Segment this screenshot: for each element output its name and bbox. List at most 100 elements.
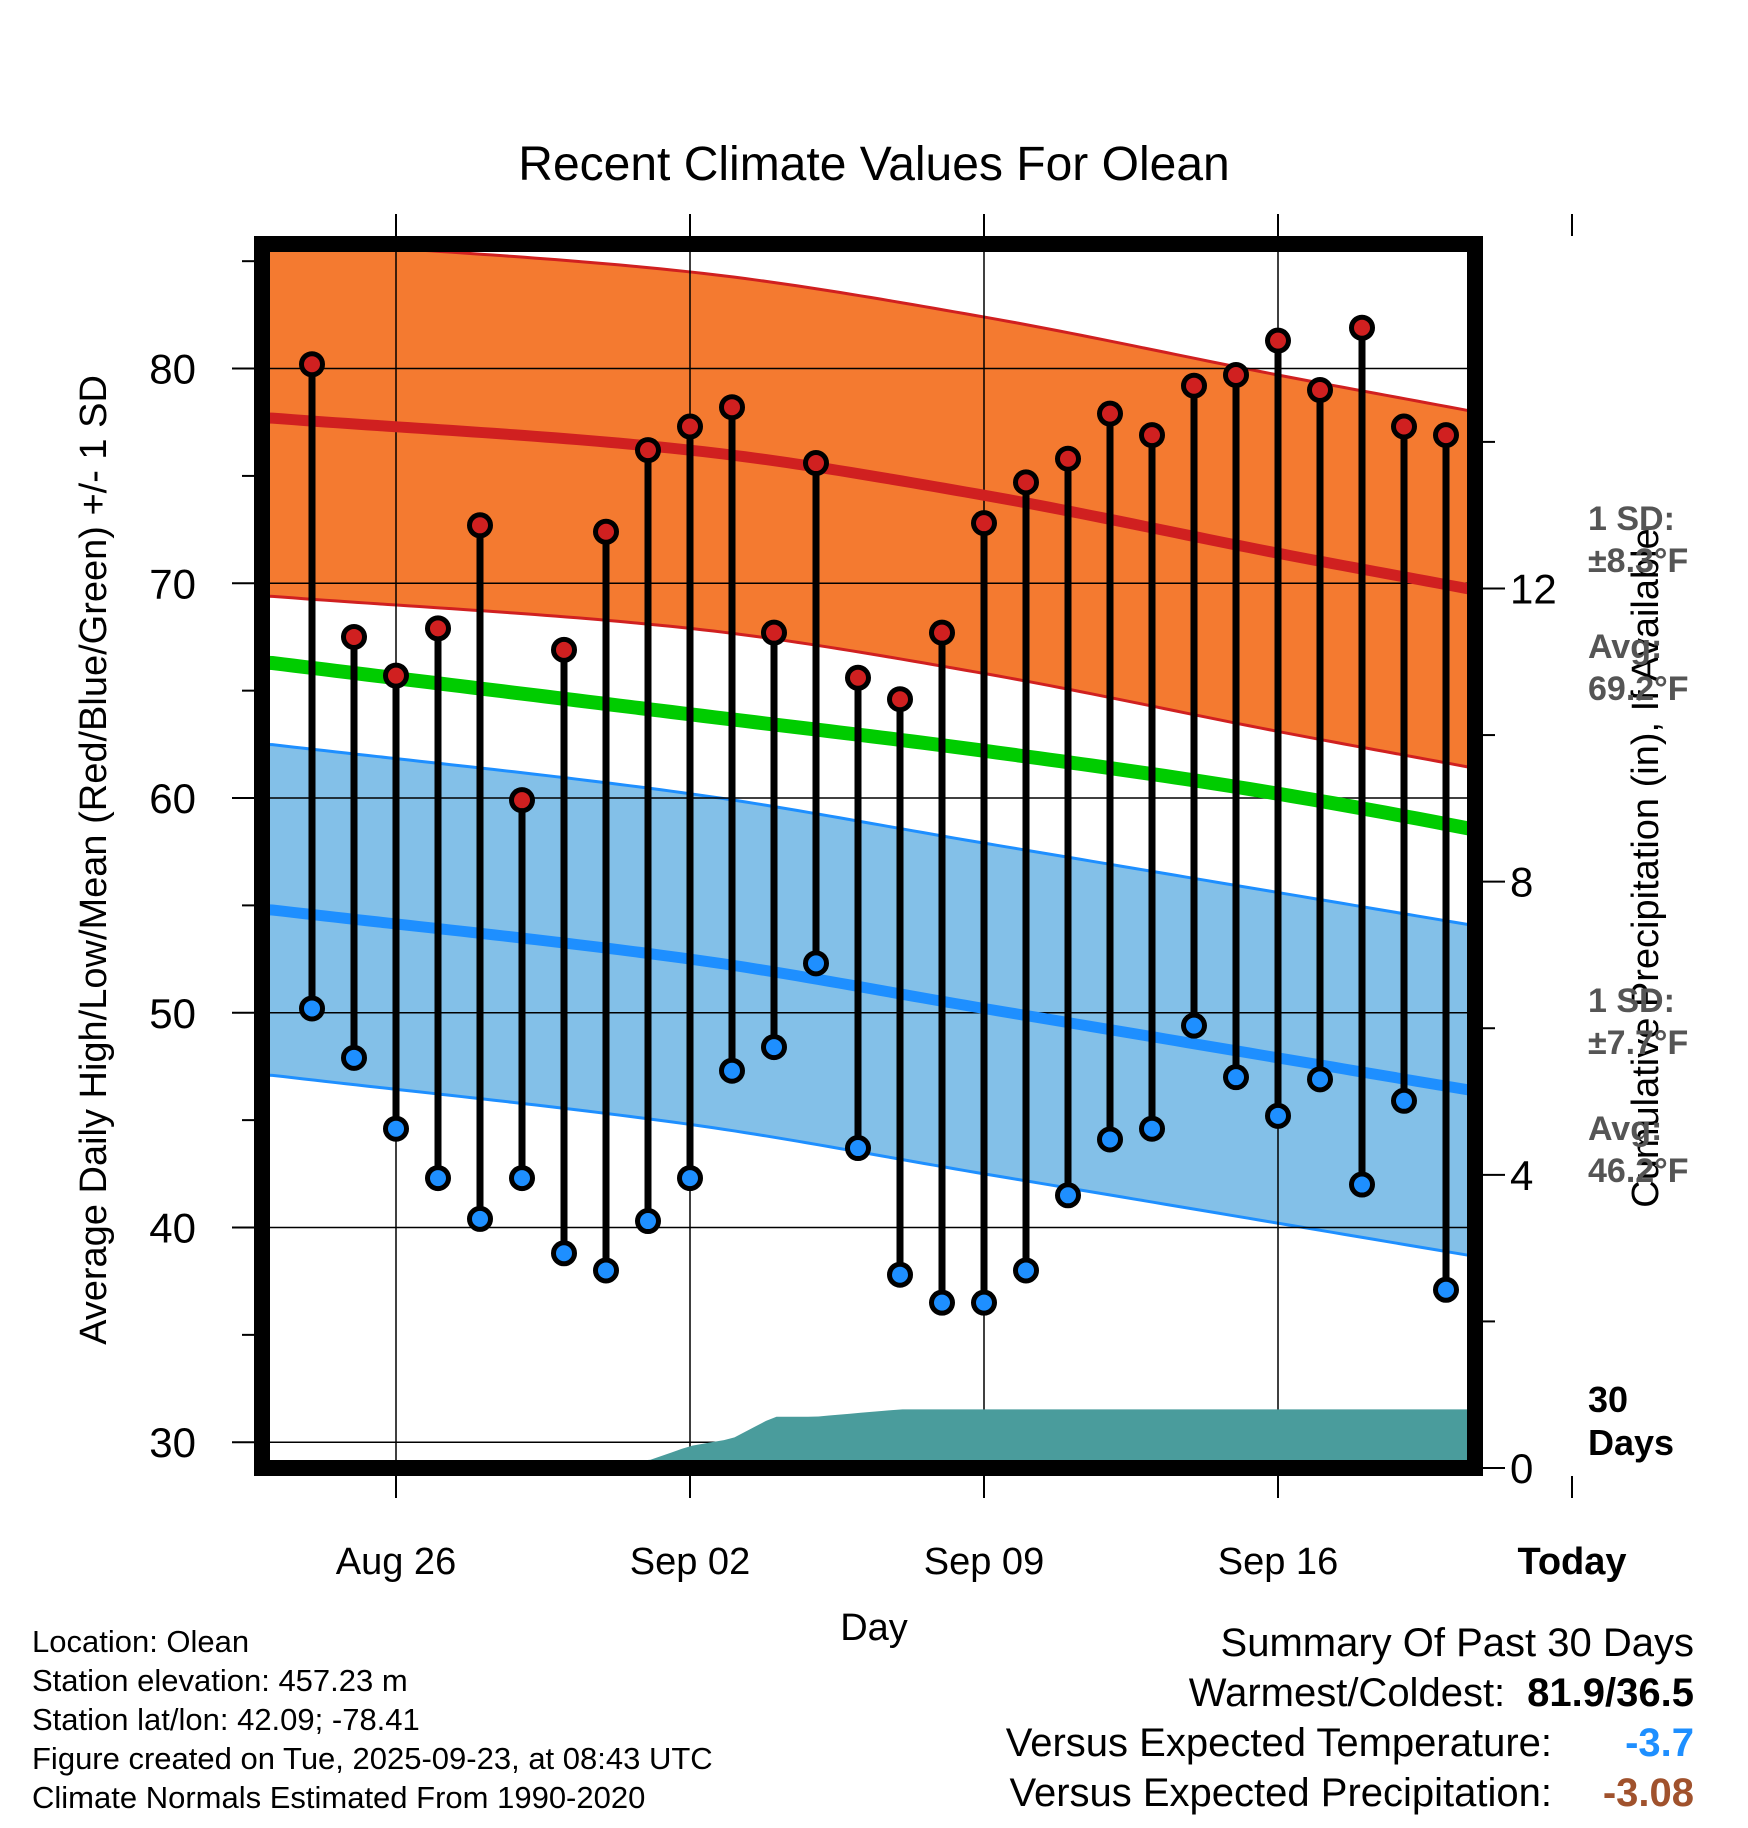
observed-high-point [1139,422,1165,449]
x-tick-label: Sep 02 [630,1541,750,1583]
y-axis-label: Average Daily High/Low/Mean (Red/Blue/Gr… [73,375,115,1345]
observed-low-point [1307,1066,1333,1093]
observed-high-point [551,636,577,663]
high-sd-band [262,244,1470,768]
observed-high-point [1391,413,1417,440]
observed-low-point [635,1208,661,1235]
observed-high-point [803,450,829,477]
x-tick-label: Aug 26 [336,1541,456,1583]
plot-area [262,244,1586,1468]
summary-panel: Summary Of Past 30 Days Warmest/Coldest:… [1006,1618,1694,1818]
today-low-avg-marker [1558,1080,1586,1108]
observed-low-point [1139,1115,1165,1142]
observed-low-point [341,1044,367,1071]
high-avg-label: Avg: [1588,628,1662,666]
high-sd-label: 1 SD: [1588,500,1675,538]
summary-warmest-coldest: Warmest/Coldest: 81.9/36.5 [1006,1668,1694,1718]
y2-axis-label: Cumulative Precipitation (in), If Availa… [1625,528,1667,1207]
observed-low-point [929,1289,955,1316]
observed-low-point [971,1289,997,1316]
latlon-text: Station lat/lon: 42.09; -78.41 [32,1702,420,1737]
observed-low-point [1181,1012,1207,1039]
window-label-days: Days [1588,1422,1674,1463]
observed-low-point [803,950,829,977]
observed-high-point [1349,314,1375,341]
high-sd-band-upper-edge [307,244,1470,413]
observed-high-point [971,510,997,537]
observed-low-point [1520,768,1541,789]
precip-label: Versus Expected Precipitation: [1009,1771,1552,1815]
observed-high-point [1055,445,1081,472]
observed-high-point [341,623,367,650]
high-sd-band-lower-edge [262,594,1470,769]
observed-high-point [299,351,325,378]
observed-high-point [1307,377,1333,404]
observed-low-point [719,1057,745,1084]
observed-low-point [551,1240,577,1267]
observed-low-point [1013,1257,1039,1284]
observed-high-point [593,518,619,545]
observed-low-point [1223,1064,1249,1091]
observed-low-point [299,995,325,1022]
observed-low-point [677,1165,703,1192]
observed-low-point [1391,1087,1417,1114]
y-tick-label: 70 [149,560,196,607]
precip-value: -3.08 [1602,1771,1694,1815]
observed-low-point [1265,1102,1291,1129]
observed-high-point [467,512,493,539]
summary-temperature: Versus Expected Temperature: -3.7 [1006,1718,1694,1768]
low-avg-label: Avg: [1588,1110,1662,1148]
high-avg-value: 69.2°F [1588,670,1689,708]
observed-high-point [1181,372,1207,399]
observed-high-point [635,437,661,464]
observed-high-point [677,413,703,440]
observed-high-point [845,664,871,691]
observed-low-point [1433,1276,1459,1303]
observed-low-point [1097,1126,1123,1153]
temp-label: Versus Expected Temperature: [1005,1721,1552,1765]
observed-low-point [383,1115,409,1142]
observed-low-point [761,1034,787,1061]
low-avg-value: 46.2°F [1588,1152,1689,1190]
x-tick-label: Sep 09 [924,1541,1044,1583]
created-text: Figure created on Tue, 2025-09-23, at 08… [32,1741,713,1776]
warmest-coldest-value: 81.9/36.5 [1527,1671,1694,1715]
precip-area [262,1409,1475,1468]
observed-high-point [383,662,409,689]
observed-low-point [467,1205,493,1232]
plot-frame [254,236,1483,1476]
window-label-number: 30 [1588,1379,1628,1420]
y2-tick-label: 12 [1510,565,1557,612]
warmest-coldest-label: Warmest/Coldest: [1188,1671,1506,1715]
station-info: Location: Olean Station elevation: 457.2… [32,1622,713,1817]
normal-low-line [262,904,1471,1096]
chart-title: Recent Climate Values For Olean [518,138,1229,191]
y2-tick-label: 4 [1510,1152,1533,1199]
y-tick-label: 30 [149,1419,196,1466]
y-tick-label: 40 [149,1204,196,1251]
summary-precipitation: Versus Expected Precipitation: -3.08 [1006,1768,1694,1818]
y2-tick-label: 8 [1510,859,1533,906]
observed-high-point [1097,400,1123,427]
observed-high-point [1520,358,1541,379]
low-sd-value: ±7.7°F [1588,1024,1688,1062]
normal-mean-line [262,655,1471,836]
high-sd-value: ±8.3°F [1588,542,1688,580]
observed-low-point [887,1261,913,1288]
observed-low-point [845,1135,871,1162]
observed-low-point [425,1165,451,1192]
observed-high-point [509,787,535,814]
observed-high-point [425,615,451,642]
x-axis-label: Day [840,1607,908,1649]
observed-high-point [719,394,745,421]
observed-low-point [1349,1171,1375,1198]
observed-high-point [1013,469,1039,496]
normals-text: Climate Normals Estimated From 1990-2020 [32,1780,646,1815]
low-sd-band-upper-edge [262,742,1470,927]
temp-value: -3.7 [1625,1721,1694,1765]
observed-high-point [1223,361,1249,388]
observed-high-point [1265,327,1291,354]
y-tick-label: 50 [149,990,196,1037]
observed-high-point [1433,422,1459,449]
